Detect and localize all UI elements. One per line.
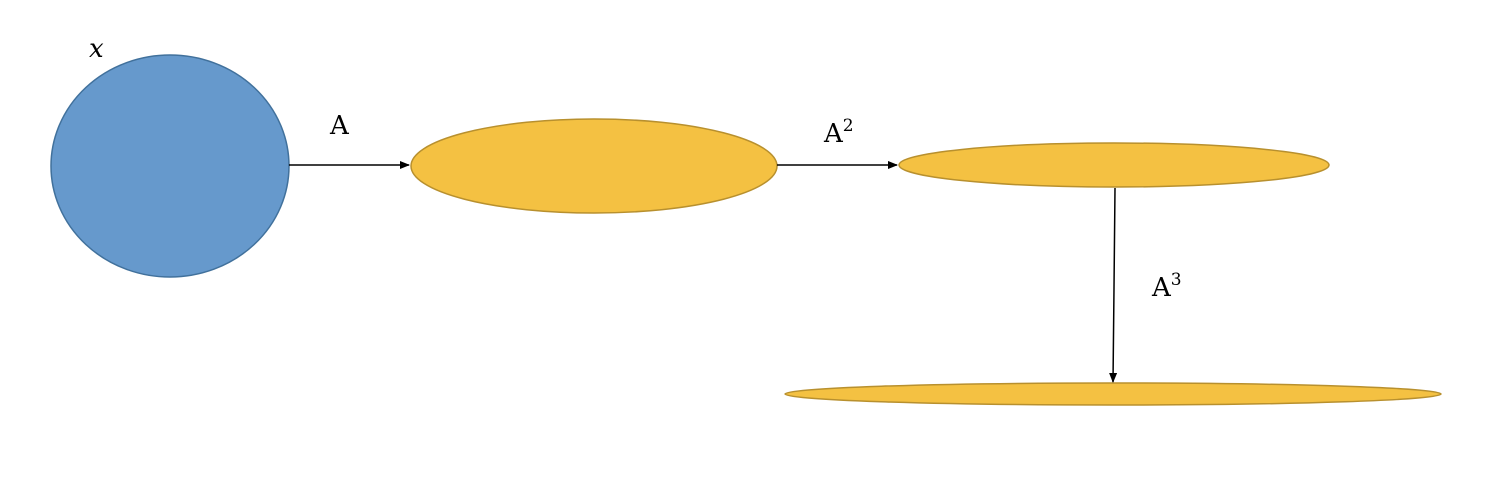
image-a-ellipse — [411, 119, 777, 213]
arrow-a2-label: A2 — [823, 116, 854, 149]
input-circle — [51, 55, 289, 277]
arrow-a3-label: A3 — [1151, 270, 1182, 303]
arrow-a3-label-base: A — [1151, 273, 1172, 303]
input-label: x — [89, 34, 104, 64]
arrow-a-label: A — [329, 111, 350, 141]
image-a3-ellipse — [785, 383, 1441, 405]
arrow-a2-label-power: 2 — [843, 116, 854, 136]
arrow-a3-label-power: 3 — [1171, 270, 1182, 290]
arrow-a3 — [1113, 188, 1115, 382]
arrow-a-label-base: A — [329, 111, 350, 141]
arrow-a2-label-base: A — [823, 119, 844, 149]
image-a2-ellipse — [899, 143, 1329, 187]
